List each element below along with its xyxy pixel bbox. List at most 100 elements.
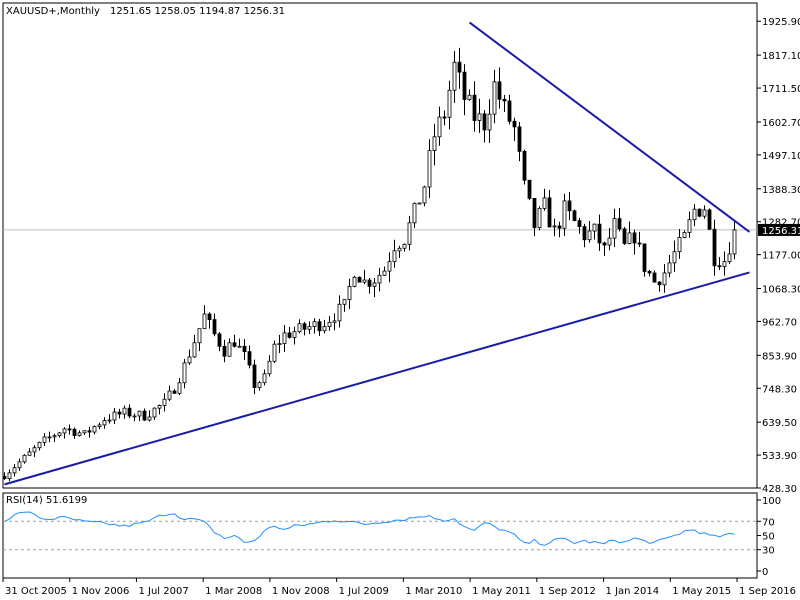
rsi-tick-label: 70: [762, 517, 775, 528]
candle-body: [592, 223, 597, 232]
candle-body: [242, 345, 247, 352]
candle-body: [547, 197, 552, 228]
candle-body: [412, 202, 417, 224]
candle-body: [272, 343, 277, 362]
candle-body: [497, 81, 502, 100]
candle-body: [672, 251, 677, 264]
candle-body: [357, 276, 362, 283]
candle-body: [107, 419, 112, 422]
candle-body: [677, 237, 682, 253]
rsi-panel[interactable]: RSI(14) 51.6199 100 70 50 30 0: [2, 492, 781, 579]
last-price-tag: 1256.31: [758, 223, 800, 237]
candle-body: [717, 265, 722, 268]
candle-body: [352, 276, 357, 287]
time-tick-label: 1 Nov 2006: [72, 586, 130, 597]
candle-body: [427, 150, 432, 188]
rsi-title: RSI(14) 51.6199: [6, 495, 87, 506]
candle-body: [432, 136, 437, 152]
candle-body: [117, 411, 122, 415]
candle-body: [582, 226, 587, 241]
price-tick-label: 748.30: [762, 384, 797, 395]
candle-body: [202, 313, 207, 330]
candle-body: [662, 272, 667, 286]
candle-body: [147, 416, 152, 421]
time-tick-label: 1 May 2011: [472, 586, 531, 597]
candle-body: [467, 94, 472, 100]
candle-body: [577, 220, 582, 228]
candle-body: [707, 209, 712, 230]
candle-body: [27, 451, 32, 456]
price-tick-label: 1925.90: [762, 17, 800, 28]
price-tick-label: 1282.70: [762, 218, 800, 229]
price-panel-frame: [2, 2, 758, 489]
candle-body: [522, 150, 527, 181]
candle-body: [262, 373, 267, 384]
candle-body: [532, 198, 537, 229]
candle-body: [442, 116, 447, 119]
candle-body: [197, 328, 202, 344]
rsi-axis[interactable]: 100 70 50 30 0: [757, 496, 781, 578]
candle-body: [347, 285, 352, 301]
time-axis[interactable]: 31 Oct 2005 1 Nov 2006 1 Jul 2007 1 Mar 200…: [2, 578, 796, 597]
candle-body: [447, 89, 452, 118]
candle-body: [387, 261, 392, 272]
candle-body: [687, 219, 692, 233]
candle-body: [127, 407, 132, 417]
ohlc-values: 1251.65 1258.05 1194.87 1256.31: [110, 6, 285, 17]
time-tick-label: 1 Jul 2009: [339, 586, 389, 597]
candle-body: [407, 222, 412, 245]
candle-body: [162, 398, 167, 406]
candle-body: [682, 232, 687, 238]
candle-body: [92, 426, 97, 433]
last-price-box: [758, 223, 800, 236]
time-tick-label: 1 Jul 2007: [138, 586, 188, 597]
candle-body: [617, 218, 622, 230]
candle-body: [342, 299, 347, 305]
candle-body: [667, 262, 672, 274]
candle-body: [297, 323, 302, 333]
time-tick-label: 1 Jan 2014: [606, 586, 660, 597]
candle-body: [47, 436, 52, 439]
candle-body: [377, 274, 382, 284]
candle-body: [132, 415, 137, 418]
candle-body: [392, 250, 397, 263]
trendlines-group[interactable]: [4, 21, 751, 486]
candle-body: [97, 424, 102, 427]
candle-body: [527, 179, 532, 199]
candle-body: [567, 200, 572, 212]
candle-body: [212, 319, 217, 335]
candle-body: [322, 326, 327, 332]
candle-body: [277, 343, 282, 345]
candle-body: [307, 326, 312, 330]
candle-body: [712, 228, 717, 267]
price-tick-label: 1602.70: [762, 118, 800, 129]
price-tick-label: 1177.00: [762, 251, 800, 262]
time-tick-label: 1 Sep 2016: [739, 586, 796, 597]
price-tick-label: 1388.30: [762, 185, 800, 196]
price-tick-label: 853.90: [762, 351, 797, 362]
last-price-label: 1256.31: [762, 226, 800, 237]
candle-body: [462, 71, 467, 100]
candle-body: [657, 281, 662, 286]
candle-body: [102, 420, 107, 426]
price-tick-label: 428.30: [762, 484, 797, 495]
time-tick-label: 1 Mar 2008: [205, 586, 262, 597]
candle-body: [727, 253, 732, 263]
rsi-tick-label: 50: [762, 532, 775, 543]
candle-body: [267, 360, 272, 375]
candle-body: [252, 364, 257, 388]
candle-body: [367, 279, 372, 287]
price-axis[interactable]: 1925.90 1817.10 1711.50 1602.70 1497.10 1388.…: [757, 17, 800, 495]
candle-body: [167, 390, 172, 400]
price-tick-label: 639.50: [762, 418, 797, 429]
candle-body: [562, 200, 567, 229]
candle-body: [702, 209, 707, 217]
price-tick-label: 533.90: [762, 451, 797, 462]
candle-body: [62, 428, 67, 434]
candle-body: [572, 210, 577, 222]
candle-body: [227, 342, 232, 357]
price-panel[interactable]: XAUUSD+,Monthly 1251.65 1258.05 1194.87 …: [2, 2, 800, 495]
price-tick-label: 962.70: [762, 317, 797, 328]
